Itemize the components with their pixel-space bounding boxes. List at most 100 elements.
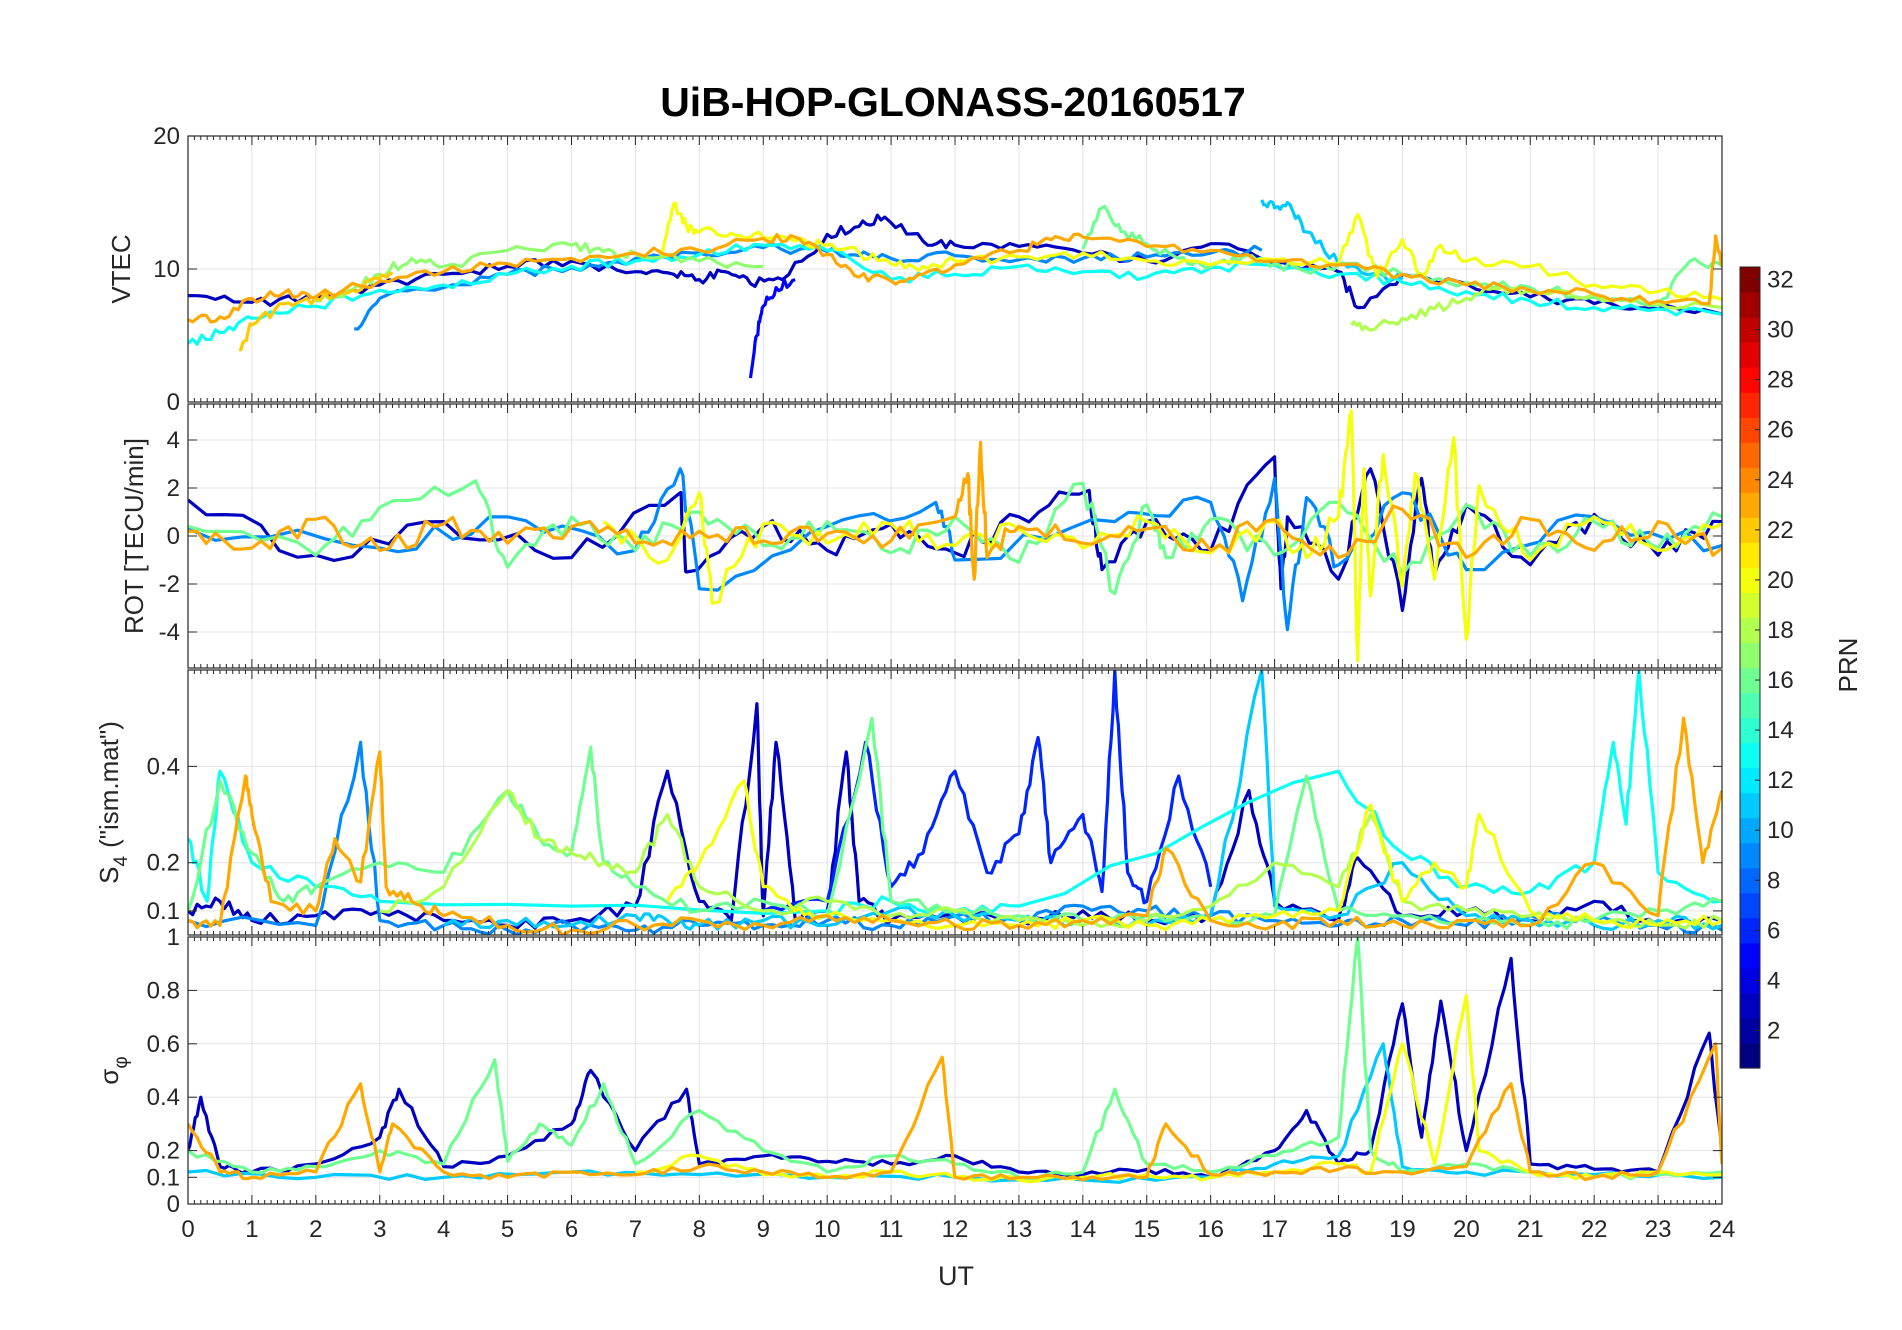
colorbar-segment <box>1740 492 1760 518</box>
x-tick-label: 2 <box>309 1216 322 1243</box>
x-tick-label: 4 <box>437 1216 450 1243</box>
x-axis-label: UT <box>938 1261 974 1291</box>
y-axis-label-main: S <box>94 867 124 884</box>
colorbar-segment <box>1740 867 1760 894</box>
y-tick-label: 0.4 <box>147 1084 180 1111</box>
y-tick-label: 0.1 <box>147 1164 180 1191</box>
colorbar-segment <box>1740 992 1760 1019</box>
colorbar-segment <box>1740 642 1760 669</box>
colorbar-segment <box>1740 1017 1760 1044</box>
series-prn-5 <box>748 278 796 379</box>
x-tick-label: 11 <box>879 1216 904 1243</box>
colorbar-segment <box>1740 717 1760 744</box>
series-prn-6 <box>762 670 1213 913</box>
colorbar-tick-label: 8 <box>1767 867 1780 894</box>
colorbar-segment <box>1740 942 1760 969</box>
y-tick-label: 0 <box>167 523 180 550</box>
y-tick-label: 4 <box>167 427 180 454</box>
x-tick-label: 15 <box>1133 1216 1160 1243</box>
x-tick-label: 9 <box>757 1216 770 1243</box>
colorbar-tick-label: 20 <box>1767 567 1794 594</box>
series-prn-16 <box>188 479 1722 596</box>
x-tick-label: 22 <box>1581 1216 1608 1243</box>
colorbar-segment <box>1740 842 1760 869</box>
y-tick-label: 0.8 <box>147 977 180 1004</box>
y-axis-label: ROT [TECU/min] <box>119 438 149 634</box>
x-tick-label: 16 <box>1197 1216 1224 1243</box>
colorbar-segment <box>1740 917 1760 944</box>
series-group <box>188 409 1722 663</box>
y-tick-label: 0 <box>167 389 180 416</box>
colorbar-segment <box>1740 592 1760 619</box>
colorbar-tick-label: 24 <box>1767 467 1794 494</box>
colorbar-segment <box>1740 442 1760 468</box>
x-tick-label: 12 <box>942 1216 969 1243</box>
x-tick-label: 20 <box>1453 1216 1480 1243</box>
colorbar-segment <box>1740 317 1760 343</box>
colorbar-tick-label: 30 <box>1767 317 1794 344</box>
series-prn-3 <box>188 956 1722 1179</box>
chart-title: UiB-HOP-GLONASS-20160517 <box>660 79 1246 125</box>
colorbar-segment <box>1740 342 1760 368</box>
colorbar-segment <box>1740 267 1760 293</box>
x-tick-label: 8 <box>693 1216 706 1243</box>
panel-vtec: 0 10 20 VTEC <box>106 123 1723 416</box>
y-tick-label: 0 <box>167 1191 180 1218</box>
x-tick-label: 6 <box>565 1216 578 1243</box>
colorbar-segment <box>1740 467 1760 493</box>
colorbar-tick-label: 16 <box>1767 667 1794 694</box>
series-prn-23 <box>188 232 1722 324</box>
x-tick-label: 13 <box>1006 1216 1033 1243</box>
colorbar-segment <box>1740 892 1760 919</box>
y-tick-label: 0.1 <box>147 898 180 925</box>
colorbar-tick-label: 26 <box>1767 417 1794 444</box>
series-group <box>188 937 1722 1184</box>
series-group <box>188 670 1722 935</box>
x-tick-label: 3 <box>373 1216 386 1243</box>
panel-sigma: 00.10.2 0.4 0.6 0.8 1 σφ <box>94 924 1723 1218</box>
y-axis-label-main: σ <box>94 1069 124 1085</box>
colorbar-segment <box>1740 742 1760 769</box>
series-prn-23 <box>188 1042 1722 1182</box>
y-tick-label: 0.2 <box>147 1138 180 1165</box>
colorbar-segment <box>1740 667 1760 694</box>
y-tick-label: 1 <box>167 924 180 951</box>
y-tick-label: 10 <box>153 256 180 283</box>
x-tick-label: 18 <box>1325 1216 1352 1243</box>
colorbar-segment <box>1740 767 1760 794</box>
colorbar-tick-label: 2 <box>1767 1017 1780 1044</box>
series-prn-20 <box>602 409 1722 663</box>
x-tick-label: 24 <box>1709 1216 1736 1243</box>
colorbar-tick-label: 14 <box>1767 717 1794 744</box>
y-axis-label: σφ <box>94 1056 132 1084</box>
colorbar-segment <box>1740 967 1760 994</box>
y-tick-label: 0.4 <box>147 753 180 780</box>
colorbar-segment <box>1740 367 1760 393</box>
series-prn-16 <box>188 716 1722 930</box>
y-axis-label: VTEC <box>106 234 136 303</box>
x-tick-label: 10 <box>814 1216 841 1243</box>
colorbar-tick-label: 18 <box>1767 617 1794 644</box>
series-group <box>188 199 1722 379</box>
y-axis-label-sub: φ <box>111 1056 132 1068</box>
colorbar-segment <box>1740 617 1760 644</box>
x-tick-label: 0 <box>181 1216 194 1243</box>
x-tick-label: 1 <box>245 1216 258 1243</box>
colorbar-tick-label: 22 <box>1767 517 1794 544</box>
colorbar-tick-label: 4 <box>1767 967 1780 994</box>
x-tick-label: 19 <box>1389 1216 1416 1243</box>
colorbar-segment <box>1740 817 1760 844</box>
y-tick-label: 2 <box>167 475 180 502</box>
y-tick-label: 0.2 <box>147 850 180 877</box>
y-axis-label-sub: 4 <box>111 856 132 867</box>
series-prn-11 <box>1260 199 1404 284</box>
x-tick-label: 17 <box>1261 1216 1288 1243</box>
colorbar-tick-label: 32 <box>1767 267 1794 294</box>
panel-s4: 0.1 0.2 0.4 S4 ("ism.mat") <box>94 669 1723 936</box>
colorbar-label: PRN <box>1833 638 1863 693</box>
panel-rot: -4 -2 0 2 4 ROT [TECU/min] <box>119 403 1723 669</box>
colorbar-segment <box>1740 792 1760 819</box>
colorbar-tick-label: 28 <box>1767 367 1794 394</box>
